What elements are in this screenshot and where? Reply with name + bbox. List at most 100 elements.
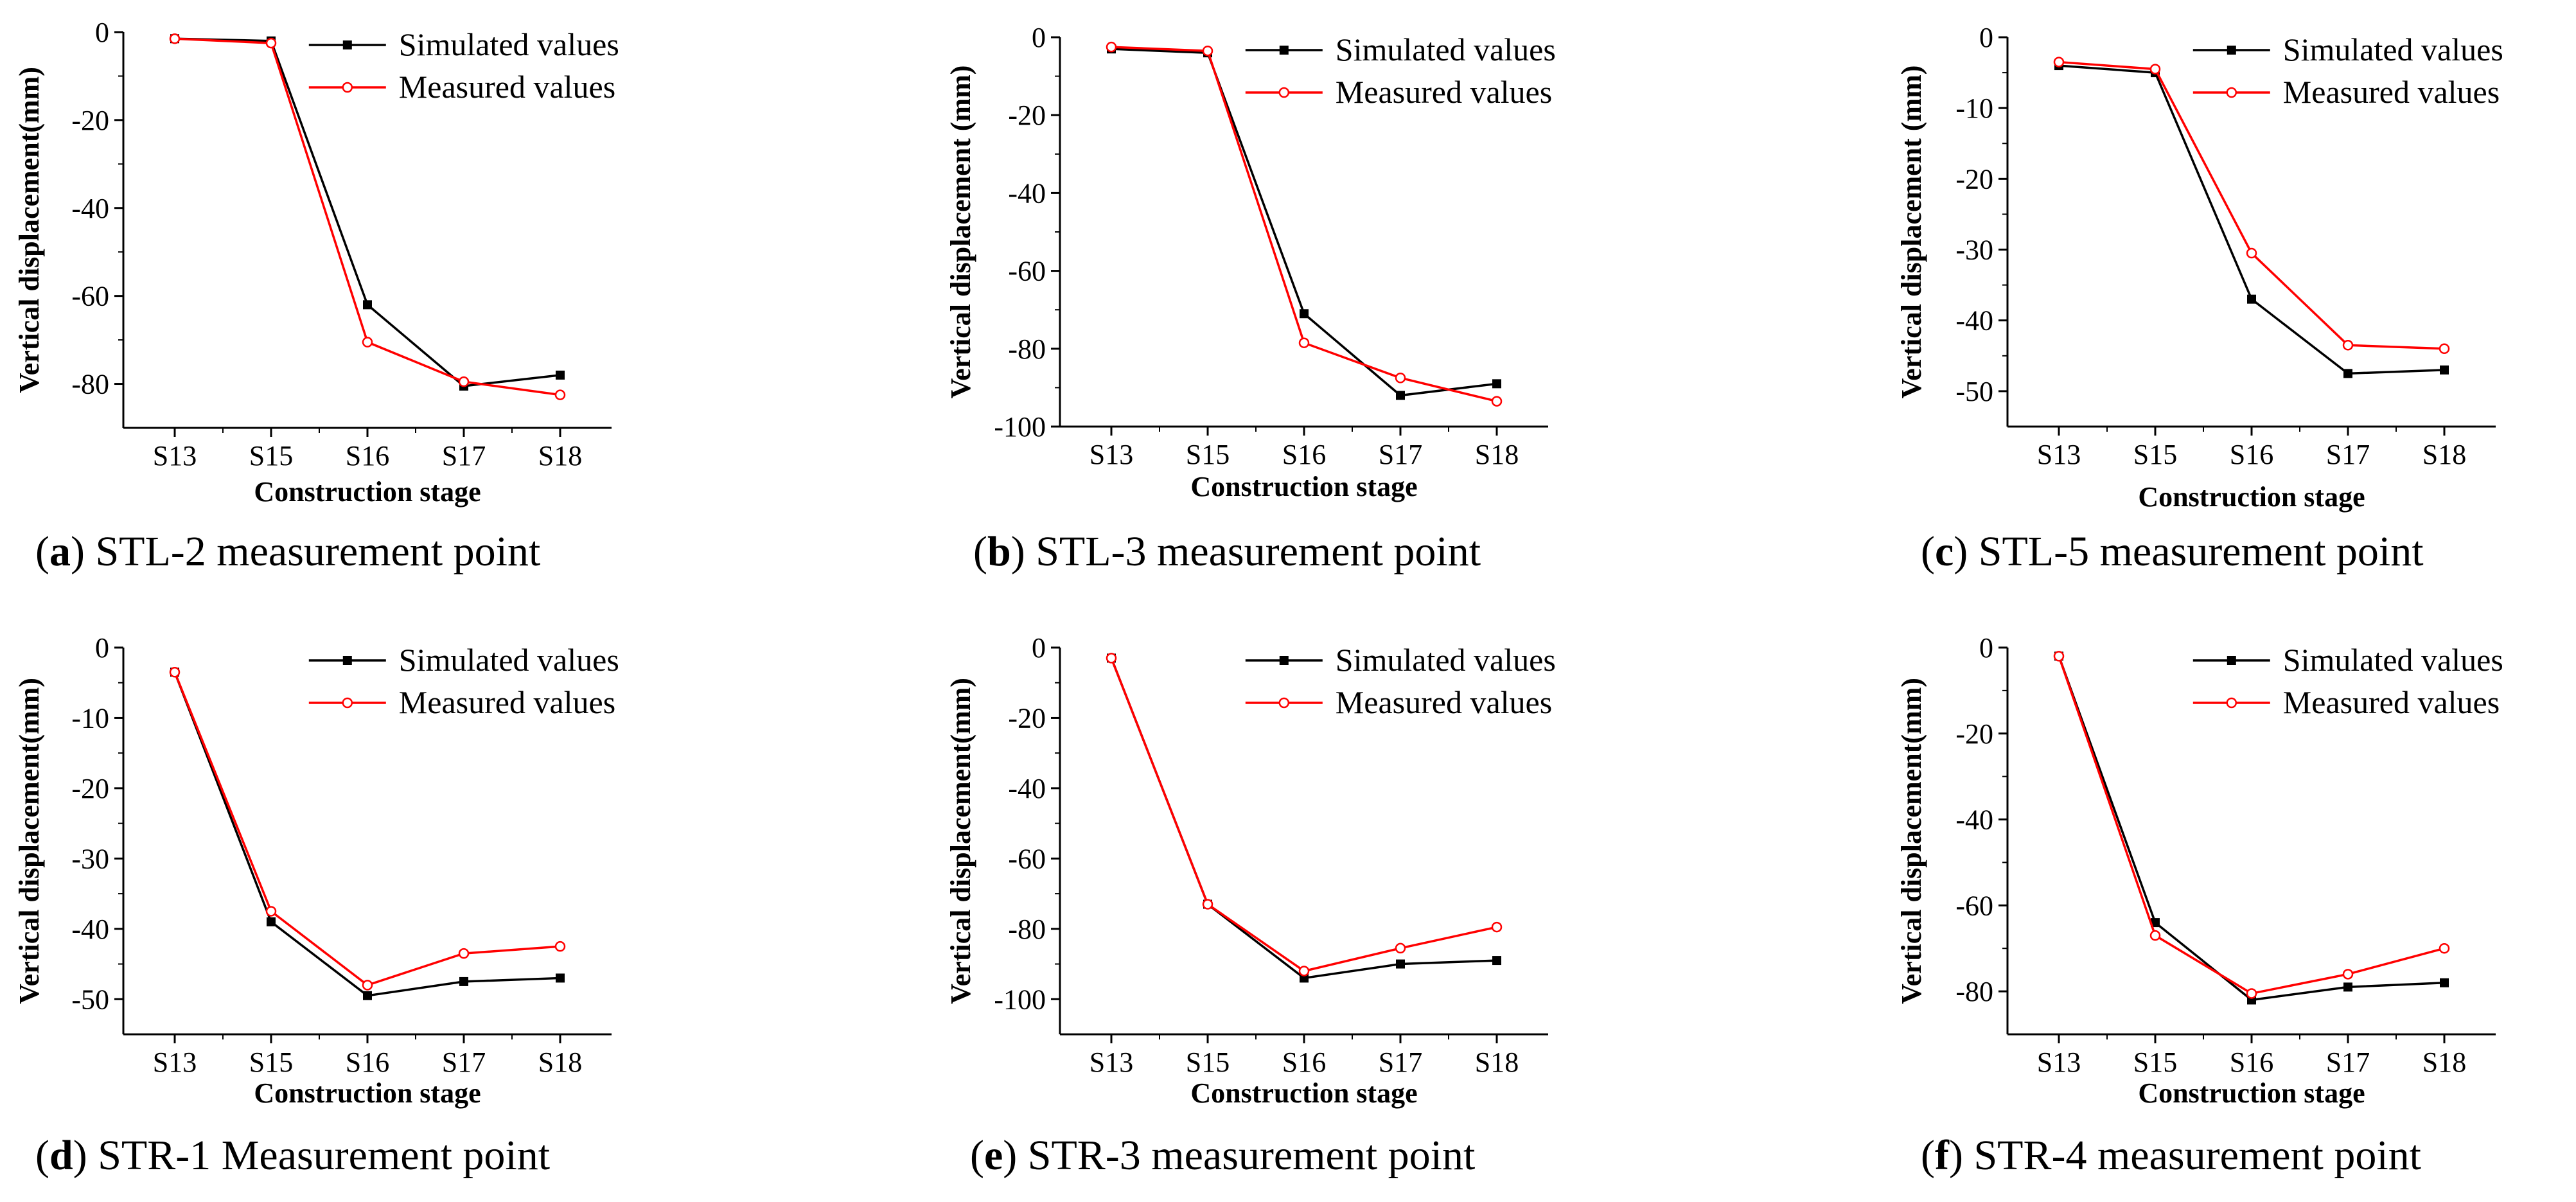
caption-letter: b — [987, 528, 1011, 575]
x-tick-label: S13 — [153, 1047, 197, 1078]
data-point-measured — [1491, 921, 1503, 933]
x-axis-title: Construction stage — [1190, 471, 1417, 502]
data-point-measured — [458, 948, 470, 959]
y-tick-label: -30 — [71, 843, 109, 874]
data-point-measured — [169, 667, 181, 678]
x-tick-label: S17 — [442, 1047, 486, 1078]
caption-open-paren: ( — [973, 528, 987, 575]
x-tick-label: S16 — [346, 1047, 389, 1078]
y-tick-label: -80 — [1008, 333, 1046, 365]
x-tick-label: S18 — [2422, 1047, 2466, 1078]
data-point-measured — [2053, 57, 2065, 67]
data-point-measured — [1106, 41, 1117, 53]
legend-label-simulated: Simulated values — [399, 26, 619, 62]
chart-panel-a: 0 -20 -40 -60 -80 S13 S15 S16 S17 S18 Construction… — [13, 17, 619, 575]
x-tick-label: S13 — [1090, 439, 1133, 470]
y-tick-label: 0 — [1979, 632, 1993, 664]
y-tick-label: -40 — [1955, 804, 1993, 836]
x-tick-label: S15 — [249, 1047, 293, 1078]
y-axis-title: Vertical displacement (mm) — [1896, 66, 1927, 399]
data-point-simulated — [2343, 982, 2352, 992]
y-axis-title: Vertical displacement (mm) — [945, 66, 976, 399]
legend-label-simulated: Simulated values — [1336, 642, 1556, 678]
data-point-measured — [265, 906, 277, 917]
legend-label-simulated: Simulated values — [399, 642, 619, 678]
caption-close-paren: ) — [71, 528, 85, 575]
x-tick-label: S16 — [346, 440, 389, 472]
x-tick-label: S18 — [1475, 439, 1519, 470]
data-point-measured — [265, 37, 277, 49]
data-point-measured — [2246, 247, 2257, 259]
data-point-measured — [554, 941, 566, 952]
x-tick-label: S15 — [2133, 1047, 2177, 1078]
y-tick-label: -60 — [71, 281, 109, 312]
caption-text: STR-1 Measurement point — [87, 1132, 550, 1179]
data-point-measured — [2439, 942, 2450, 954]
x-tick-label: S13 — [2037, 439, 2081, 470]
data-point-measured — [2149, 930, 2161, 941]
data-point-measured — [2246, 988, 2257, 999]
x-tick-label: S15 — [1186, 1047, 1230, 1078]
data-point-measured — [362, 337, 373, 348]
data-point-measured — [1395, 373, 1406, 384]
caption-open-paren: ( — [35, 528, 49, 575]
legend-marker-measured — [1278, 87, 1290, 98]
y-tick-label: -10 — [1955, 93, 1993, 124]
caption-close-paren: ) — [1954, 528, 1968, 575]
series-line-simulated — [2058, 64, 2445, 375]
y-tick-label: -20 — [71, 773, 109, 804]
legend-marker-measured — [1278, 697, 1290, 709]
chart-panel-b: 0 -20 -40 -60 -80 -100 S13 S15 S16 S17 S18 Construc… — [945, 22, 1556, 575]
panel-caption: (d) STR-1 Measurement point — [35, 1132, 550, 1179]
y-tick-label: -40 — [1955, 305, 1993, 337]
data-point-simulated — [2440, 978, 2449, 987]
data-point-measured — [458, 376, 470, 387]
caption-close-paren: ) — [1949, 1132, 1963, 1179]
data-point-measured — [2342, 340, 2354, 351]
x-tick-label: S16 — [2230, 1047, 2273, 1078]
x-axis-title: Construction stage — [2138, 481, 2365, 513]
x-tick-label: S15 — [249, 440, 293, 472]
data-point-measured — [554, 389, 566, 400]
y-tick-label: 0 — [95, 632, 109, 664]
data-point-simulated — [556, 973, 565, 983]
chart-panel-e: 0 -20 -40 -60 -80 -100 S13 S15 S16 S17 S18 Construc… — [945, 632, 1556, 1179]
legend-marker-simulated — [2227, 46, 2236, 55]
legend-marker-measured — [2226, 697, 2237, 709]
y-tick-label: -50 — [1955, 376, 1993, 407]
caption-letter: c — [1935, 528, 1954, 575]
y-tick-label: -20 — [1955, 718, 1993, 750]
legend-label-measured: Measured values — [1336, 74, 1552, 110]
y-tick-label: -20 — [1008, 702, 1046, 734]
panel-caption: (e) STR-3 measurement point — [970, 1132, 1475, 1179]
y-axis-title: Vertical displacement(mm) — [1896, 678, 1927, 1004]
panel-caption: (b) STL-3 measurement point — [973, 528, 1481, 575]
x-tick-label: S17 — [1379, 1047, 1422, 1078]
y-tick-label: -80 — [1955, 976, 1993, 1007]
x-tick-label: S16 — [1282, 439, 1326, 470]
x-tick-label: S18 — [538, 1047, 582, 1078]
caption-text: STR-4 measurement point — [1963, 1132, 2421, 1179]
y-tick-label: -60 — [1955, 890, 1993, 921]
caption-close-paren: ) — [1003, 1132, 1017, 1179]
y-tick-label: -20 — [1955, 163, 1993, 195]
x-tick-label: S16 — [1282, 1047, 1326, 1078]
y-tick-label: -40 — [1008, 773, 1046, 804]
y-axis-title: Vertical displacement(mm) — [13, 678, 45, 1004]
caption-text: STL-5 measurement point — [1968, 528, 2423, 575]
y-tick-label: 0 — [1032, 632, 1046, 664]
data-point-measured — [2439, 343, 2450, 355]
series-line-simulated — [173, 671, 561, 997]
x-tick-label: S18 — [538, 440, 582, 472]
x-tick-label: S17 — [1379, 439, 1422, 470]
y-axis-title: Vertical displacement(mm) — [945, 678, 976, 1004]
x-tick-label: S17 — [2326, 439, 2370, 470]
caption-open-paren: ( — [1921, 528, 1935, 575]
y-tick-label: -100 — [994, 411, 1046, 443]
data-point-measured — [1106, 653, 1117, 664]
y-tick-label: 0 — [1979, 22, 1993, 53]
data-point-measured — [2149, 64, 2161, 75]
legend-label-measured: Measured values — [399, 69, 615, 105]
y-tick-label: 0 — [1032, 22, 1046, 53]
